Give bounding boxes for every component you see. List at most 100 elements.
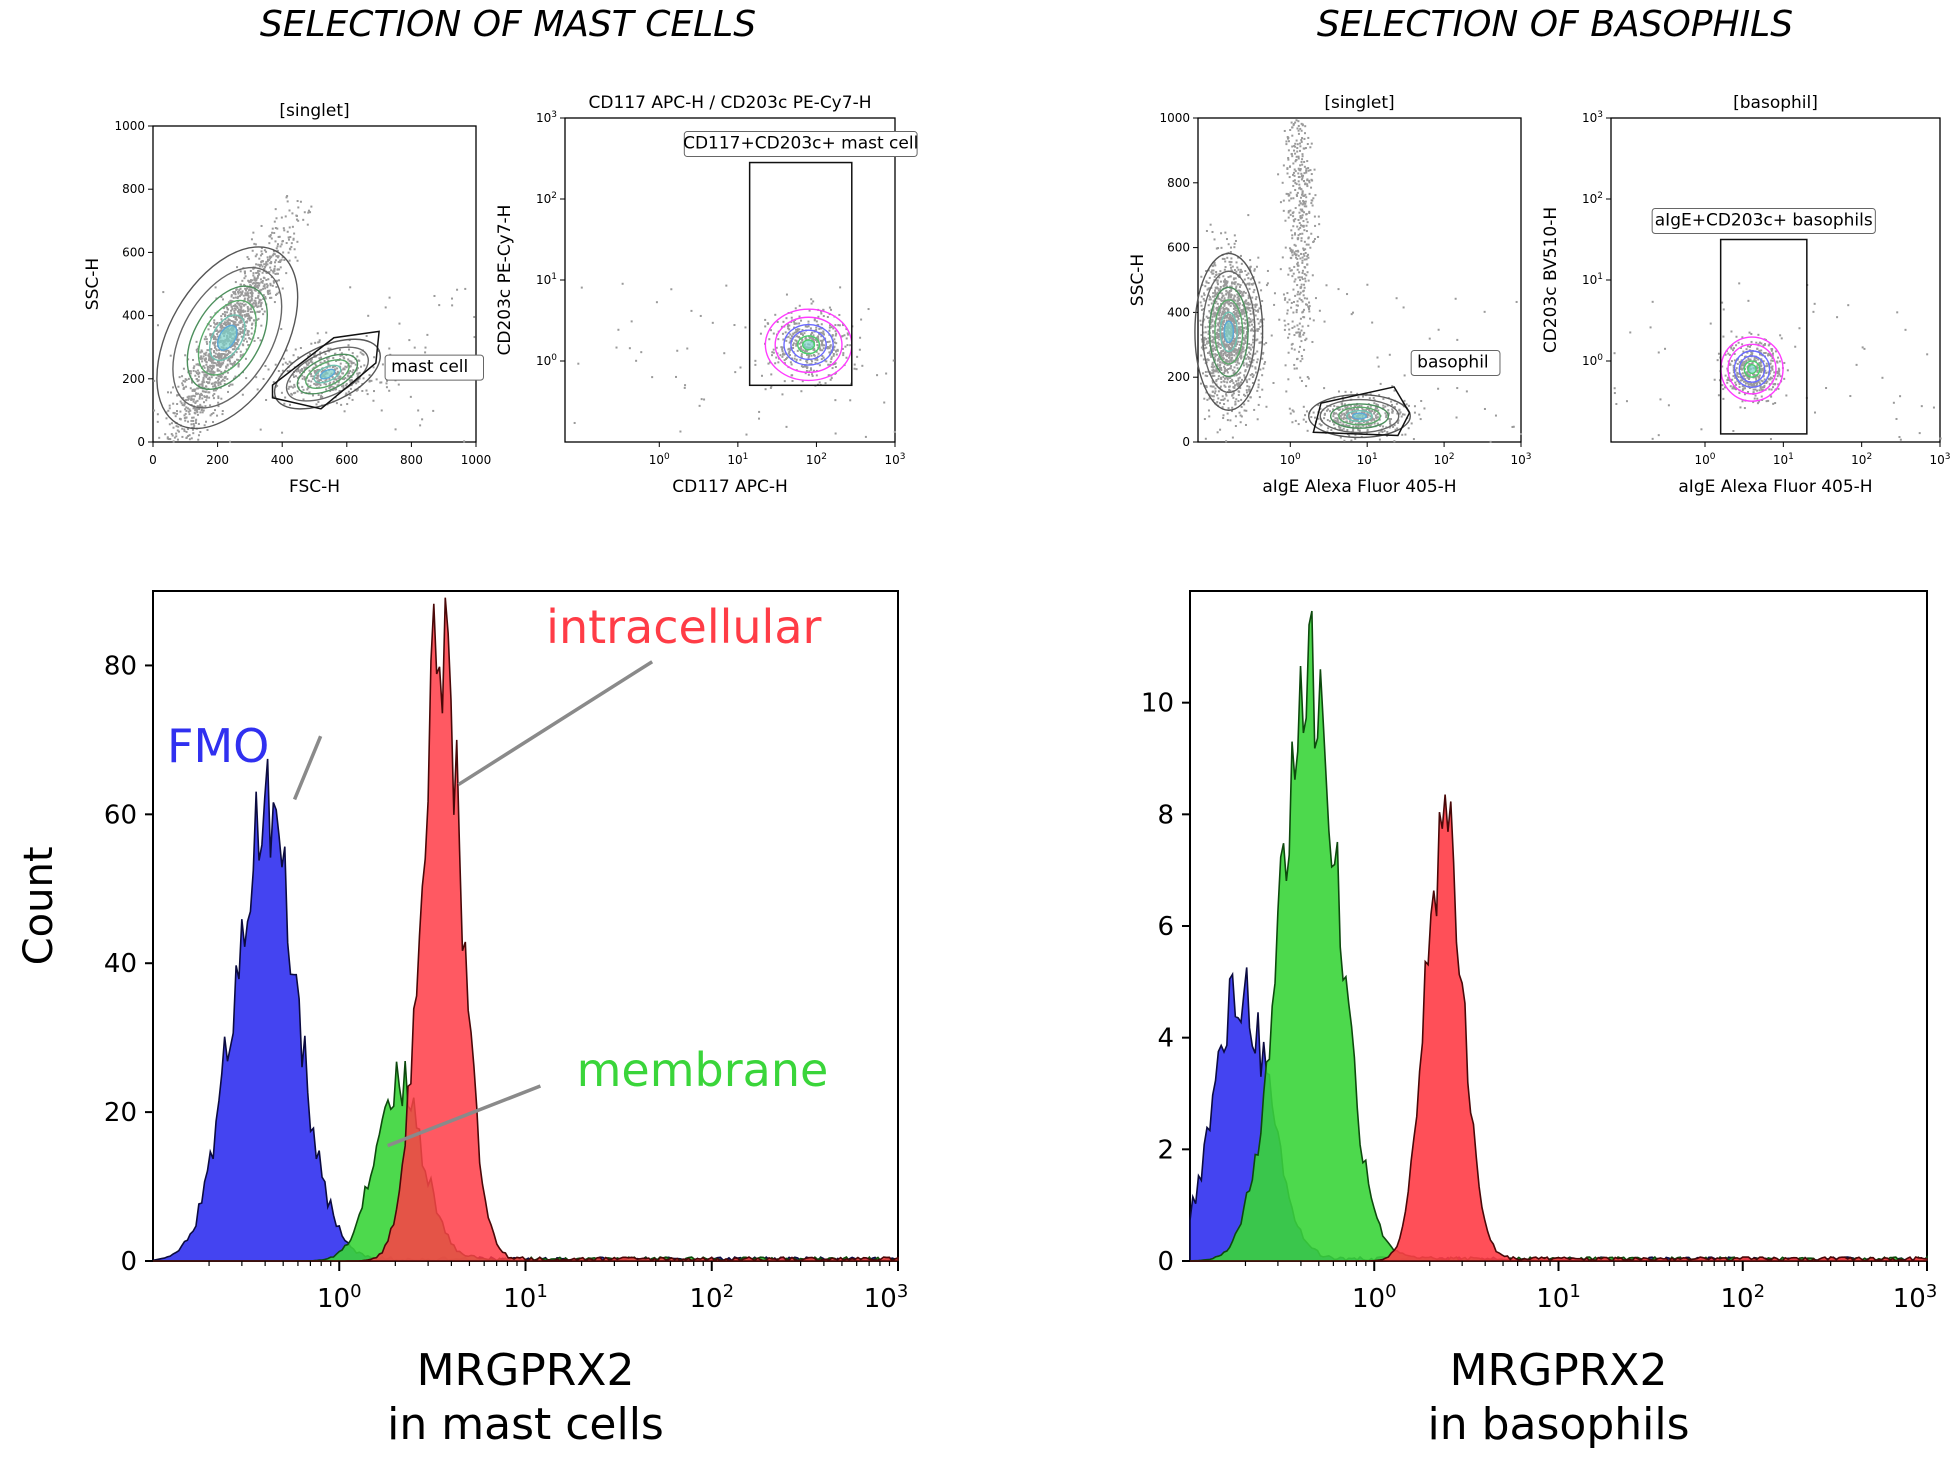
event-dot [195,340,198,343]
event-dot [1299,217,1302,220]
event-dot [808,336,811,339]
event-dot [1206,398,1209,401]
event-dot [1227,347,1230,350]
event-dot [234,293,237,296]
event-dot [810,368,813,371]
event-dot [305,362,308,365]
event-dot [1300,237,1303,240]
event-dot [1763,352,1766,355]
event-dot [1296,147,1299,150]
density-contour [1219,311,1238,353]
event-dot [184,419,187,422]
event-dot [1206,352,1209,355]
event-dot [1237,268,1240,271]
event-dot [1762,374,1765,377]
event-dot [208,396,211,399]
event-dot [1207,337,1210,340]
event-dot [819,349,822,352]
event-dot [277,260,280,263]
event-dot [1302,225,1305,228]
event-dot [1734,381,1737,384]
event-dot [227,301,230,304]
event-dot [225,321,228,324]
event-dot [252,272,255,275]
event-dot [1398,412,1401,415]
event-dot [835,353,838,356]
event-dot [1207,370,1210,373]
event-dot [822,338,825,341]
event-dot [1299,202,1302,205]
event-dot [1327,408,1330,411]
event-dot [844,345,847,348]
event-dot [1363,411,1366,414]
event-dot [1235,270,1238,273]
event-dot [287,236,290,239]
event-dot [210,333,213,336]
event-dot [758,410,761,413]
event-dot [263,283,266,286]
event-dot [1212,295,1215,298]
event-dot [335,372,338,375]
event-dot [312,375,315,378]
event-dot [1292,124,1295,127]
y-tick-label: 101 [1582,272,1603,287]
event-dot [1354,422,1357,425]
event-dot [245,314,248,317]
event-dot [294,375,297,378]
event-dot [1217,313,1220,316]
event-dot [1304,277,1307,280]
event-dot [315,377,318,380]
event-dot [785,425,788,428]
event-dot [340,403,343,406]
event-dot [1249,374,1252,377]
event-dot [723,352,726,355]
event-dot [215,349,218,352]
event-dot [1248,343,1251,346]
event-dot [1205,280,1208,283]
event-dot [1214,286,1217,289]
event-dot [1360,419,1363,422]
event-dot [1748,386,1751,389]
event-dot [1396,412,1399,415]
event-dot [276,227,279,230]
event-dot [1229,251,1232,254]
event-dot [228,314,231,317]
event-dot [1221,313,1224,316]
event-dot [1223,278,1226,281]
event-dot [192,398,195,401]
event-dot [1227,407,1230,410]
event-dot [1299,287,1302,290]
event-dot [257,310,260,313]
event-dot [805,338,808,341]
event-dot [1230,365,1233,368]
event-dot [217,395,220,398]
event-dot [617,328,620,331]
event-dot [194,388,197,391]
event-dot [833,341,836,344]
event-dot [275,286,278,289]
event-dot [1215,379,1218,382]
event-dot [1222,327,1225,330]
event-dot [1756,375,1759,378]
event-dot [284,361,287,364]
event-dot [156,413,159,416]
event-dot [1221,361,1224,364]
event-dot [1337,421,1340,424]
event-dot [829,345,832,348]
event-dot [260,288,263,291]
event-dot [292,238,295,241]
event-dot [1237,322,1240,325]
event-dot [199,405,202,408]
event-dot [826,347,829,350]
event-dot [261,260,264,263]
event-dot [1349,408,1352,411]
event-dot [1302,289,1305,292]
event-dot [805,369,808,372]
event-dot [237,308,240,311]
event-dot [802,349,805,352]
event-dot [1292,311,1295,314]
event-dot [1373,412,1376,415]
event-dot [321,395,324,398]
event-dot [303,366,306,369]
event-dot [176,438,179,441]
